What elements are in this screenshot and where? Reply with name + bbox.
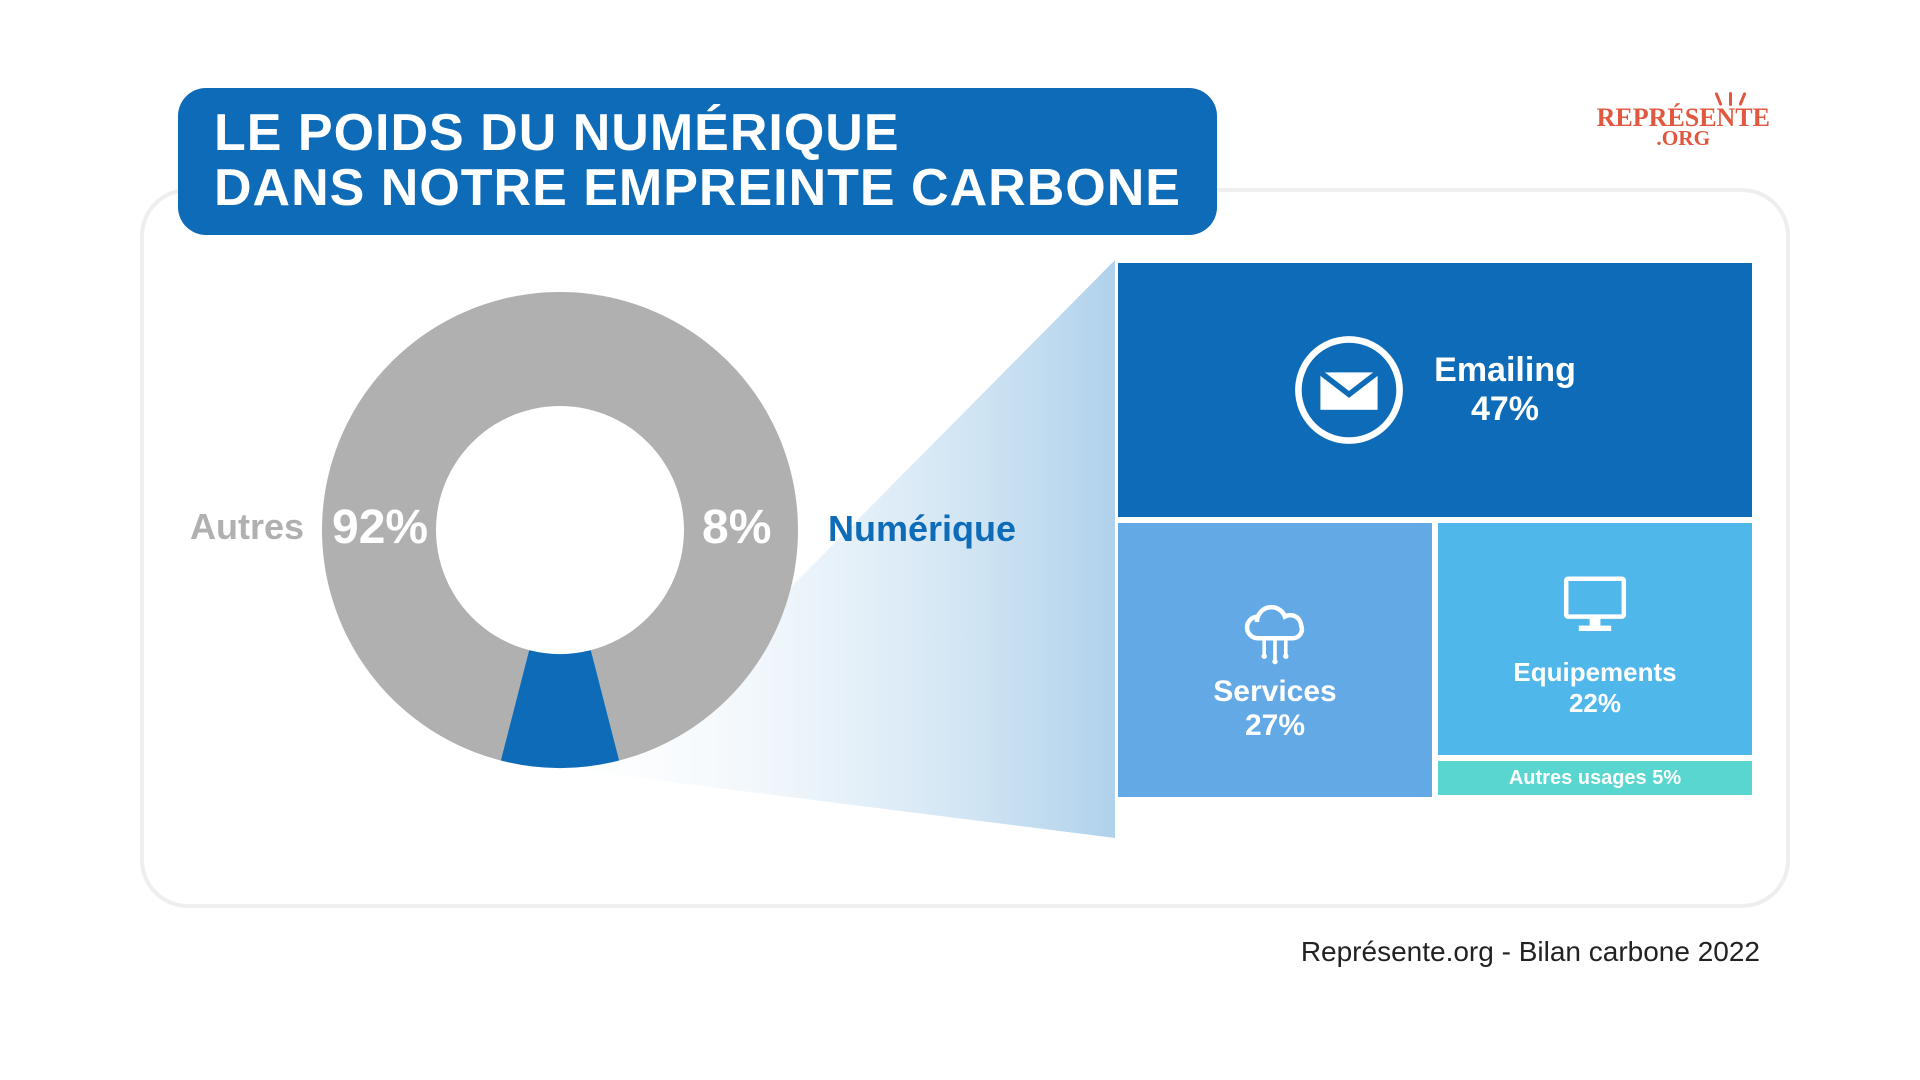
source-caption: Représente.org - Bilan carbone 2022: [1301, 936, 1760, 968]
mail-icon: [1294, 335, 1404, 445]
donut-pct-numerique: 8%: [702, 500, 771, 555]
donut-label-numerique: Numérique: [828, 508, 1016, 550]
stage: LE POIDS DU NUMÉRIQUE DANS NOTRE EMPREIN…: [0, 0, 1920, 1080]
donut-pct-autres: 92%: [332, 500, 428, 555]
treemap-box-equip: Equipements22%: [1435, 520, 1755, 758]
treemap-pct: 47%: [1434, 390, 1576, 429]
treemap-label: Equipements: [1513, 657, 1676, 688]
cloud-icon: [1230, 577, 1320, 667]
treemap-box-services: Services27%: [1115, 520, 1435, 800]
treemap-pct: 22%: [1513, 688, 1676, 719]
treemap-label: Autres usages 5%: [1509, 767, 1681, 790]
treemap-label: Services: [1213, 675, 1336, 709]
treemap-box-autres_u: Autres usages 5%: [1435, 758, 1755, 798]
treemap-label: Emailing: [1434, 351, 1576, 390]
treemap-pct: 27%: [1213, 709, 1336, 743]
treemap: Emailing47% Services27% Equipements22% Au…: [1115, 260, 1755, 838]
treemap-box-emailing: Emailing47%: [1115, 260, 1755, 520]
monitor-icon: [1550, 559, 1640, 649]
donut-label-autres: Autres: [190, 506, 304, 548]
